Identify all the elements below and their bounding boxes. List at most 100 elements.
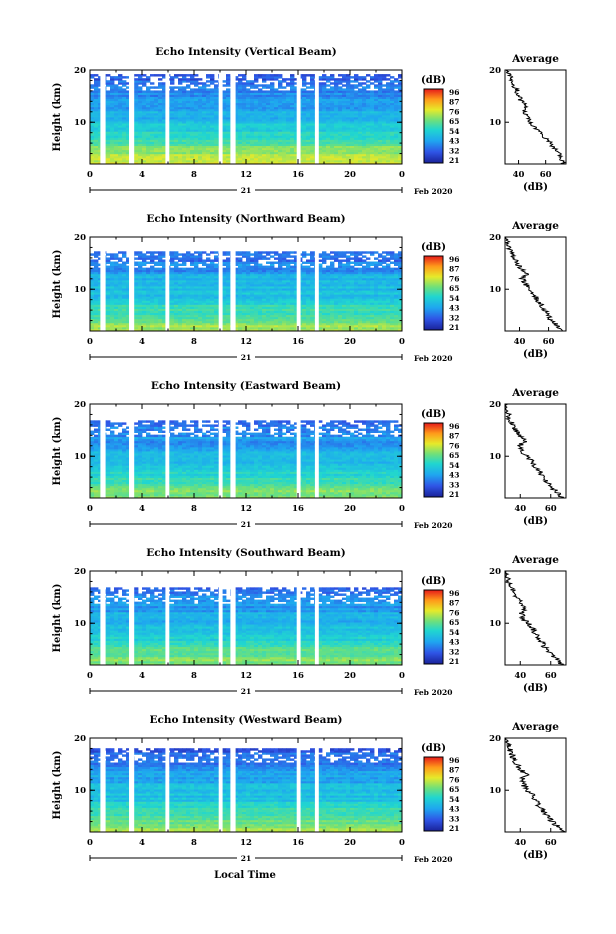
heatmap-cell (350, 76, 354, 78)
heatmap-cells (90, 251, 402, 331)
heatmap-cell (338, 78, 342, 80)
heatmap-cell (254, 90, 258, 92)
heatmap-cell (278, 80, 282, 82)
colorbar-label: 54 (449, 127, 459, 136)
heatmap-cell (390, 80, 394, 82)
heatmap-cell (110, 76, 114, 78)
heatmap-cell (262, 74, 266, 76)
heatmap-cell (366, 84, 370, 86)
x-tick-label: 16 (292, 170, 304, 180)
heatmap-cell (238, 74, 242, 76)
heatmap-cell (182, 86, 186, 88)
heatmap-cell (330, 82, 334, 84)
heatmap-cell (114, 84, 118, 86)
average-title: Average (511, 53, 559, 65)
data-gap (315, 69, 319, 165)
heatmap-cell (326, 76, 330, 78)
heatmap-cell (154, 86, 158, 88)
average-profile-line (507, 70, 566, 164)
heatmap-cell (274, 74, 278, 76)
heatmap-cell (194, 74, 198, 76)
heatmap-cell (146, 86, 150, 88)
heatmap-cell (278, 74, 282, 76)
heatmap-cell (386, 82, 390, 84)
colorbar-label: 21 (449, 156, 459, 165)
colorbar-label: 32 (449, 146, 459, 155)
heatmap-cell (214, 80, 218, 82)
heatmap-cell (266, 84, 270, 86)
heatmap-cell (310, 74, 314, 76)
x-tick-label: 0 (87, 170, 93, 180)
heatmap-cell (322, 82, 326, 84)
heatmap-cell (282, 90, 286, 92)
heatmap-cell (394, 78, 398, 80)
heatmap-cell (286, 90, 290, 92)
heatmap-cell (370, 90, 374, 92)
date-label: Feb 2020 (414, 187, 452, 196)
average-xlabel: (dB) (523, 182, 548, 193)
colorbar-label: 96 (449, 88, 459, 97)
data-gap (165, 69, 169, 165)
average-x-tick-label: 40 (513, 170, 525, 180)
heatmap-cell (250, 90, 254, 92)
x-tick-label: 20 (344, 170, 356, 180)
heatmap-cell (258, 88, 262, 90)
heatmap-cell (106, 90, 110, 92)
heatmap-cell (222, 90, 226, 92)
heatmap-cell (278, 90, 282, 92)
colorbar-unit: (dB) (421, 75, 446, 86)
heatmap-cell (150, 82, 154, 84)
heatmap-cell (122, 88, 126, 90)
heatmap-cell (302, 88, 306, 90)
heatmap-cell (306, 86, 310, 88)
heatmap-cell (266, 90, 270, 92)
heatmap-cell (374, 74, 378, 76)
heatmap-cell (330, 86, 334, 88)
heatmap-cell (374, 90, 378, 92)
heatmap-cell (118, 74, 122, 76)
heatmap-cell (306, 90, 310, 92)
colorbar-label: 76 (449, 107, 459, 116)
heatmap-cell (282, 86, 286, 88)
heatmap-cell (262, 84, 266, 86)
heatmap-cell (150, 74, 154, 76)
heatmap-cell (286, 78, 290, 80)
heatmap-cell (334, 78, 338, 80)
heatmap-cell (342, 74, 346, 76)
average-y-tick-label: 20 (489, 66, 501, 76)
heatmap-title: Echo Intensity (Northward Beam) (146, 213, 345, 225)
x-tick-label: 8 (191, 170, 197, 180)
colorbar (424, 89, 443, 163)
heatmap-cell (186, 74, 190, 76)
heatmap-cell (122, 80, 126, 82)
heatmap-cell (306, 82, 310, 84)
heatmap-cell (198, 82, 202, 84)
average-y-tick-label: 10 (489, 118, 501, 128)
heatmap-cell (270, 74, 274, 76)
data-gap (297, 69, 301, 165)
heatmap-cell (382, 74, 386, 76)
heatmap-cell (170, 76, 174, 78)
heatmap-cell (366, 80, 370, 82)
heatmap-cell (262, 90, 266, 92)
heatmap-cell (186, 90, 190, 92)
heatmap-cell (182, 74, 186, 76)
heatmap-cell (282, 78, 286, 80)
heatmap-cell (186, 78, 190, 80)
heatmap-cell (290, 74, 294, 76)
heatmap-cell (382, 88, 386, 90)
heatmap-cell (206, 74, 210, 76)
heatmap-cell (358, 88, 362, 90)
heatmap-cell (378, 74, 382, 76)
heatmap-cell (142, 78, 146, 80)
heatmap-cell (338, 74, 342, 76)
heatmap-cell (342, 88, 346, 90)
data-gap (129, 69, 134, 165)
heatmap-cell (342, 84, 346, 86)
heatmap-cell (186, 84, 190, 86)
day-label: 21 (241, 186, 251, 195)
heatmap-cell (270, 82, 274, 84)
heatmap-cell (154, 90, 158, 92)
data-gap (100, 69, 105, 165)
data-gap (219, 69, 223, 165)
